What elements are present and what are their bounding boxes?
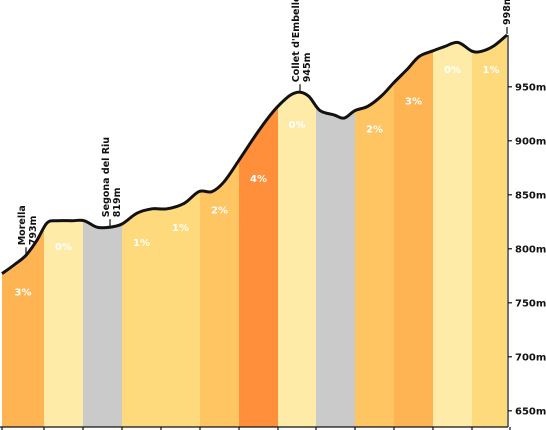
y-tick-label: 650m [515, 406, 546, 417]
grade-segment [239, 35, 278, 427]
grade-label: 1% [483, 65, 500, 76]
waypoint-elevation: 793m [28, 215, 39, 245]
y-axis-ticks: 650m 700m 750m 800m 850m 900m 950m [508, 82, 546, 417]
waypoint-label: Morella 793m [17, 205, 39, 245]
grade-segment [394, 35, 433, 427]
waypoints: Morella 793m Segona del Riu 819m Collet d'Em… [17, 0, 513, 255]
waypoint-name: Segona del Riu [101, 137, 112, 217]
y-tick-label: 800m [515, 244, 546, 255]
grade-label: 3% [15, 288, 32, 299]
grade-label: 1% [172, 223, 189, 234]
waypoint-label: Collet d'Embelleta 945m [291, 0, 313, 82]
grade-labels: 3% 0% 1% 1% 2% 4% 0% 2% 3% 0% 1% [15, 65, 500, 298]
waypoint-label: Segona del Riu 819m [101, 137, 123, 217]
grade-segment [122, 35, 161, 427]
grade-segment [355, 35, 394, 427]
grade-segment [316, 35, 355, 427]
grade-label: 2% [211, 206, 228, 217]
y-tick-label: 750m [515, 298, 546, 309]
grade-label: 2% [366, 125, 383, 136]
grade-segments [2, 35, 507, 427]
grade-label: 0% [289, 120, 306, 131]
y-tick-label: 850m [515, 190, 546, 201]
grade-label: 3% [405, 96, 422, 107]
waypoint-elevation: 945m [302, 52, 313, 82]
grade-label: 1% [133, 238, 150, 249]
elevation-profile-line [1, 33, 508, 275]
waypoint-elevation: 998m [502, 0, 513, 25]
waypoint-name: Collet d'Embelleta [291, 0, 302, 82]
grade-segment [161, 35, 200, 427]
grade-segment [44, 35, 83, 427]
grade-label: 0% [444, 65, 461, 76]
waypoint-name: Morella [17, 205, 28, 245]
y-tick-label: 700m [515, 352, 546, 363]
y-tick-label: 950m [515, 82, 546, 93]
y-tick-label: 900m [515, 136, 546, 147]
grade-label: 0% [55, 242, 72, 253]
grade-label: 4% [250, 174, 267, 185]
grade-segment [472, 35, 507, 427]
grade-segment [433, 35, 472, 427]
waypoint-label: 998m [502, 0, 513, 25]
waypoint-elevation: 819m [112, 187, 123, 217]
